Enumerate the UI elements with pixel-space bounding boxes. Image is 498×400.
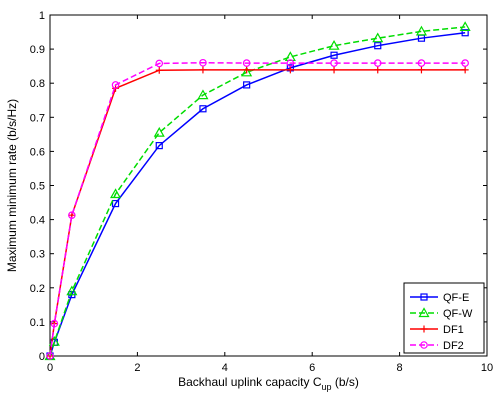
data-point	[68, 211, 76, 219]
x-axis-title: Backhaul uplink capacity Cup (b/s)	[178, 375, 359, 392]
data-point	[461, 59, 469, 67]
data-point	[373, 59, 382, 67]
data-point	[153, 126, 165, 137]
legend-entry-qf-e: QF-E	[410, 292, 469, 304]
data-point	[199, 66, 207, 74]
series-layer	[44, 21, 471, 361]
data-point	[110, 188, 122, 199]
y-tick-label: 0.2	[30, 283, 45, 295]
x-tick-label: 10	[481, 362, 493, 374]
data-point	[46, 352, 54, 360]
data-point	[415, 25, 427, 36]
series-line-qf-w	[49, 26, 466, 357]
data-point	[111, 81, 120, 89]
x-tick-label: 0	[47, 362, 53, 374]
data-point	[155, 142, 163, 150]
x-tick-label: 4	[222, 362, 228, 374]
legend-marker	[420, 325, 428, 333]
data-point	[330, 59, 338, 67]
series-line-df2	[49, 61, 466, 357]
legend-marker	[418, 307, 430, 318]
x-axis-title-subscript: up	[322, 382, 332, 392]
y-tick-label: 0.1	[30, 317, 45, 329]
legend-box	[403, 282, 485, 354]
y-tick-label: 0.8	[30, 78, 45, 90]
data-point	[286, 66, 294, 74]
y-tick-label: 0.5	[30, 181, 45, 193]
data-point	[459, 21, 471, 32]
data-point	[286, 59, 295, 67]
data-point	[374, 66, 382, 74]
legend: QF-E QF-W DF1 DF2	[403, 282, 485, 354]
legend-entry-df1: DF1	[410, 324, 464, 336]
legend-marker	[420, 293, 428, 301]
data-point	[241, 66, 253, 77]
x-axis-title-suffix: (b/s)	[332, 375, 359, 389]
legend-label: QF-E	[443, 292, 469, 304]
series-qf-w	[44, 21, 471, 361]
x-tick-label: 2	[134, 362, 140, 374]
data-point	[374, 42, 382, 50]
series-line-df1	[49, 69, 466, 357]
data-point	[199, 58, 207, 67]
data-point	[243, 81, 251, 89]
data-point	[417, 66, 425, 74]
data-point	[155, 59, 164, 68]
y-tick-label: 0.9	[30, 44, 45, 56]
legend-label: QF-W	[443, 308, 473, 320]
data-point	[66, 285, 78, 296]
data-point	[328, 39, 340, 50]
data-point	[330, 51, 338, 59]
y-tick-label: 0.3	[30, 249, 45, 261]
data-point	[111, 199, 120, 208]
legend-label: DF1	[443, 324, 464, 336]
data-point	[243, 66, 251, 74]
data-point	[330, 66, 338, 74]
series-df2	[46, 58, 469, 360]
data-point	[50, 319, 59, 328]
data-point	[372, 32, 384, 43]
y-tick-label: 0.6	[30, 146, 45, 158]
legend-entry-qf-w: QF-W	[410, 307, 473, 320]
x-tick-label: 6	[309, 362, 315, 374]
legend-marker	[420, 341, 428, 349]
y-tick-label: 0.7	[30, 112, 45, 124]
y-axis-ticks: 0 0.1 0.2 0.3 0.4 0.5 0.6 0.7 0.8 0.9 1	[30, 10, 487, 363]
data-point	[199, 105, 207, 113]
y-axis-title: Maximum minimum rate (b/s/Hz)	[5, 99, 19, 272]
legend-label: DF2	[443, 340, 464, 352]
x-axis-title-main: Backhaul uplink capacity C	[178, 375, 322, 389]
data-point	[461, 29, 469, 37]
data-point	[461, 66, 469, 74]
x-tick-label: 8	[397, 362, 403, 374]
data-point	[242, 59, 251, 67]
y-tick-label: 0	[39, 351, 45, 363]
series-line-qf-e	[49, 31, 466, 357]
data-point	[417, 59, 426, 67]
y-tick-label: 0.4	[30, 215, 45, 227]
data-point	[155, 66, 163, 74]
legend-entry-df2: DF2	[410, 340, 464, 352]
data-point	[197, 89, 209, 100]
y-tick-label: 1	[39, 10, 45, 22]
